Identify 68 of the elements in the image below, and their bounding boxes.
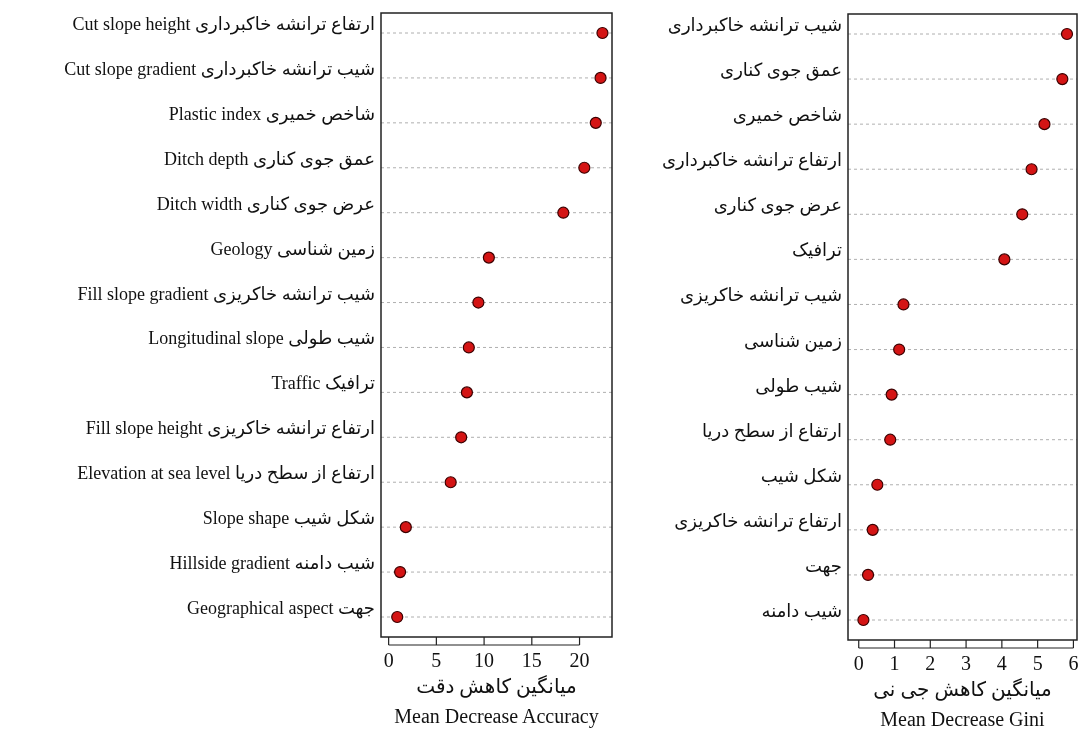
point bbox=[596, 26, 609, 40]
y-tick-label: عرض جوی کناری bbox=[713, 195, 842, 217]
point bbox=[462, 341, 475, 354]
x-tick-label: 2 bbox=[925, 652, 936, 674]
point bbox=[460, 386, 474, 399]
y-tick-label: عمق جوی کناری Ditch depth bbox=[164, 148, 375, 170]
point bbox=[884, 433, 897, 446]
point bbox=[1038, 118, 1051, 131]
y-tick-label: زمین شناسی bbox=[743, 330, 842, 352]
point bbox=[861, 568, 875, 582]
point bbox=[455, 431, 468, 444]
point bbox=[444, 476, 457, 489]
y-tick-label: شیب ترانشه خاکریزی Fill slope gradient bbox=[77, 283, 375, 305]
point bbox=[1025, 163, 1038, 176]
x-tick-label: 3 bbox=[961, 652, 972, 674]
point bbox=[557, 206, 570, 219]
x-tick-label: 1 bbox=[889, 652, 900, 674]
x-tick-label: 5 bbox=[1032, 652, 1043, 674]
point bbox=[391, 610, 404, 624]
x-tick-label: 15 bbox=[521, 649, 542, 671]
point bbox=[885, 388, 898, 401]
y-tick-label: ارتفاع ترانشه خاکریزی bbox=[674, 510, 842, 532]
y-tick-label: ارتفاع ترانشه خاکبرداری Cut slope height bbox=[72, 14, 375, 35]
point bbox=[857, 613, 870, 627]
y-tick-label: شیب دامنه bbox=[761, 601, 842, 621]
point bbox=[393, 565, 407, 579]
point bbox=[589, 116, 602, 129]
x-tick-label: 10 bbox=[474, 649, 495, 671]
point bbox=[578, 161, 591, 174]
point bbox=[399, 521, 412, 534]
y-tick-label: شاخص خمیری Plastic index bbox=[168, 103, 375, 125]
y-tick-label: جهت Geographical aspect bbox=[186, 598, 375, 619]
y-tick-label: ارتفاع ترانشه خاکبرداری bbox=[661, 150, 842, 172]
point bbox=[998, 253, 1011, 266]
y-tick-label: شیب طولی bbox=[755, 375, 842, 397]
x-tick-label: 5 bbox=[431, 649, 442, 671]
point bbox=[472, 296, 485, 309]
x-tick-label: 0 bbox=[383, 649, 394, 671]
y-tick-label: شاخص خمیری bbox=[732, 105, 842, 127]
point bbox=[1016, 208, 1029, 221]
point bbox=[893, 343, 906, 356]
point bbox=[482, 251, 495, 264]
point bbox=[594, 71, 607, 85]
x-tick-label: 0 bbox=[853, 652, 864, 674]
x-tick-label: 20 bbox=[569, 649, 590, 671]
y-tick-label: شکل شیب Slope shape bbox=[202, 508, 375, 529]
y-tick-label: ترافیک bbox=[791, 240, 842, 262]
y-tick-label: ارتفاع ترانشه خاکریزی Fill slope height bbox=[85, 418, 375, 440]
point bbox=[866, 523, 879, 536]
x-tick-label: 4 bbox=[996, 652, 1007, 674]
y-tick-label: جهت bbox=[804, 555, 842, 577]
y-tick-label: شیب ترانشه خاکریزی bbox=[680, 285, 842, 307]
y-tick-label: ارتفاع از سطح دریا bbox=[702, 420, 842, 442]
y-tick-label: ترافیک Traffic bbox=[271, 373, 375, 395]
y-tick-label: ارتفاع از سطح دریا Elevation at sea level bbox=[77, 463, 375, 485]
y-tick-label: شیب ترانشه خاکبرداری Cut slope gradient bbox=[64, 58, 375, 80]
y-tick-label: عمق جوی کناری bbox=[720, 60, 842, 82]
y-tick-label: شیب دامنه Hillside gradient bbox=[169, 553, 375, 574]
y-tick-label: عرض جوی کناری Ditch width bbox=[156, 193, 375, 215]
point bbox=[1056, 72, 1069, 86]
y-tick-label: زمین شناسی Geology bbox=[210, 238, 375, 260]
y-tick-label: شیب ترانشه خاکبرداری bbox=[667, 15, 842, 36]
point bbox=[1060, 27, 1074, 41]
point bbox=[871, 478, 884, 491]
y-tick-label: شکل شیب bbox=[760, 465, 842, 486]
point bbox=[897, 298, 910, 311]
x-tick-label: 6 bbox=[1068, 652, 1079, 674]
y-tick-label: شیب طولی Longitudinal slope bbox=[148, 328, 375, 350]
